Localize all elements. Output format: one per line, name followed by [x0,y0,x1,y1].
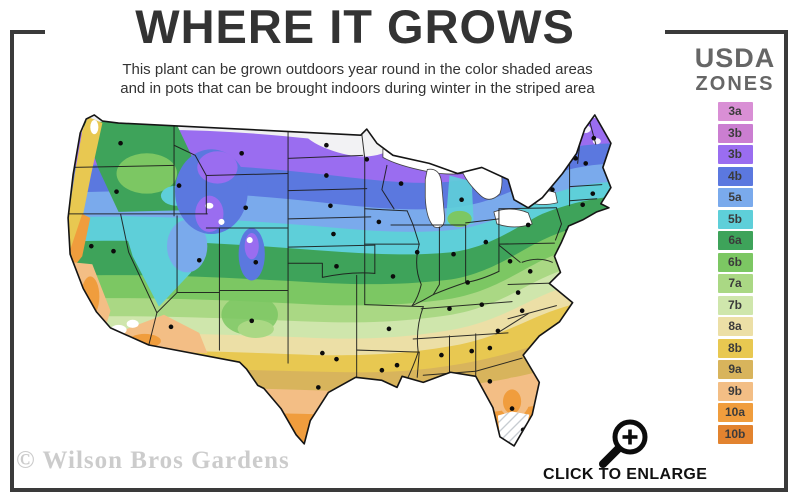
zone-chip-3b: 3b [717,145,753,164]
zone-chip-10a: 10a [717,403,753,422]
zone-chip-4b: 4b [717,166,753,186]
zone-chip-list: 3a 3b 3b 4b 5a 5b 6a 6b 7a 7b 8a 8b 9a 9b 10a 10b [690,102,780,444]
zone-chip-5b: 5b [717,209,753,229]
zone-chip-3b: 3b [717,123,753,143]
zone-chip-9b: 9b [717,381,753,401]
zone-chip-7b: 7b [717,295,753,315]
subtitle-line-1: This plant can be grown outdoors year ro… [122,61,593,78]
subtitle-line-2: and in pots that can be brought indoors … [120,80,595,97]
zone-chip-6a: 6a [717,231,753,250]
zone-chip-3a: 3a [717,102,753,121]
usa-outline [67,114,612,447]
city-dots [88,135,597,433]
zone-chip-8a: 8a [717,317,753,336]
watermark: © Wilson Bros Gardens [16,447,290,474]
striped-area-south-florida [497,411,530,446]
zone-chip-8b: 8b [717,338,753,358]
zone-chip-7a: 7a [717,274,753,293]
usa-zone-map[interactable] [58,112,618,462]
zone-chip-10b: 10b [717,424,753,444]
legend-title-zones: ZONES [695,73,775,95]
magnifier-plus-icon[interactable] [592,412,654,470]
page-title: WHERE IT GROWS [135,0,575,53]
zone-chip-5a: 5a [717,188,753,207]
page-title-wrap: WHERE IT GROWS [45,0,665,56]
zone-chip-9a: 9a [717,360,753,379]
click-to-enlarge-button[interactable]: CLICK TO ENLARGE [543,466,708,483]
usda-zones-legend: USDA ZONES 3a 3b 3b 4b 5a 5b 6a 6b 7a 7b 8a 8b 9a 9b 1… [690,44,780,444]
subtitle: This plant can be grown outdoors year ro… [30,60,685,98]
zone-chip-6b: 6b [717,252,753,272]
state-borders [68,117,603,382]
legend-title-usda: USDA [694,43,776,73]
